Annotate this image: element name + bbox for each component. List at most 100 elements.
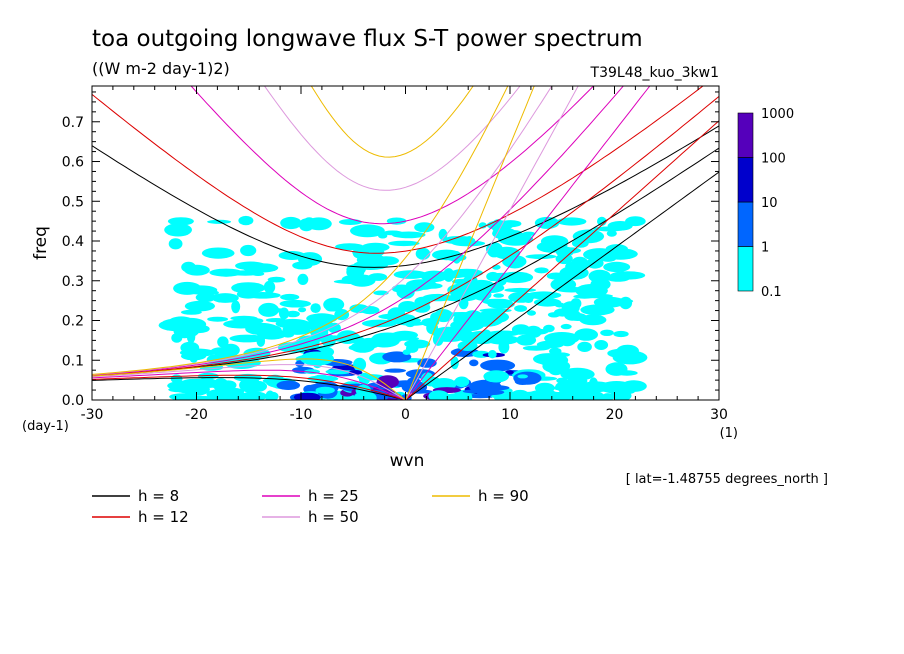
power-cell bbox=[280, 293, 300, 301]
power-cell bbox=[458, 390, 473, 400]
power-cell bbox=[550, 363, 565, 368]
y-tick-label: 0.4 bbox=[62, 234, 84, 250]
power-cell bbox=[600, 329, 614, 336]
dispersion-curve bbox=[92, 96, 719, 377]
power-cell bbox=[220, 380, 237, 391]
power-cell bbox=[517, 374, 528, 379]
power-cell bbox=[229, 270, 262, 276]
power-cell bbox=[352, 246, 385, 258]
power-cell bbox=[298, 307, 307, 313]
power-cell bbox=[534, 382, 555, 394]
power-cell bbox=[474, 282, 505, 294]
power-cell bbox=[547, 312, 561, 318]
power-cell bbox=[391, 284, 412, 293]
power-cell bbox=[341, 274, 370, 285]
power-cell bbox=[265, 318, 287, 323]
dispersion-curve bbox=[92, 364, 406, 400]
power-cell bbox=[613, 330, 629, 338]
power-cell bbox=[523, 297, 534, 303]
power-cell bbox=[188, 324, 210, 334]
dispersion-curve bbox=[405, 86, 579, 400]
power-cell bbox=[561, 270, 586, 280]
power-cell bbox=[240, 244, 257, 257]
power-cell bbox=[358, 372, 371, 385]
dispersion-curve bbox=[405, 86, 651, 400]
power-cell bbox=[285, 310, 300, 318]
y-tick-label: 0.6 bbox=[62, 155, 84, 171]
legend-label: h = 50 bbox=[308, 508, 359, 526]
power-cell bbox=[597, 216, 607, 226]
power-cell bbox=[358, 337, 381, 349]
y-tick-label: 0.3 bbox=[62, 274, 84, 290]
power-cell bbox=[546, 272, 566, 280]
colorbar-swatch bbox=[737, 112, 754, 158]
y-unit-label: (day-1) bbox=[22, 419, 69, 434]
colorbar-swatch bbox=[737, 246, 754, 292]
x-tick-label: 20 bbox=[606, 407, 624, 423]
chart-title: toa outgoing longwave flux S-T power spe… bbox=[92, 26, 643, 52]
y-tick-label: 0.2 bbox=[62, 314, 84, 330]
power-cell bbox=[560, 367, 595, 381]
dispersion-curve bbox=[92, 86, 509, 375]
power-cell bbox=[593, 296, 625, 308]
power-cell bbox=[349, 304, 369, 314]
power-cell bbox=[211, 293, 239, 303]
power-cell bbox=[361, 319, 397, 328]
power-cell bbox=[310, 303, 321, 313]
power-cell bbox=[387, 307, 406, 321]
dispersion-curve bbox=[92, 86, 624, 376]
legend-label: h = 90 bbox=[478, 487, 529, 505]
power-cell bbox=[556, 286, 587, 293]
power-cell bbox=[206, 290, 219, 295]
power-cell bbox=[348, 345, 359, 351]
power-cell bbox=[435, 270, 471, 279]
power-cell bbox=[346, 265, 365, 279]
run-label: T39L48_kuo_3kw1 bbox=[590, 65, 719, 81]
power-cell bbox=[268, 391, 279, 400]
power-cell bbox=[184, 300, 215, 312]
colorbar-label: 1 bbox=[761, 241, 769, 256]
power-cell bbox=[451, 292, 476, 302]
power-cell bbox=[307, 375, 339, 382]
power-cell bbox=[335, 243, 364, 251]
power-cell bbox=[184, 264, 210, 276]
colorbar-label: 10 bbox=[761, 196, 778, 211]
power-cell bbox=[601, 253, 633, 259]
power-cell bbox=[168, 238, 183, 250]
power-cell bbox=[421, 372, 434, 386]
dispersion-curves bbox=[92, 86, 719, 400]
power-cell bbox=[557, 217, 587, 226]
legend-label: h = 25 bbox=[308, 487, 359, 505]
dispersion-curve bbox=[92, 86, 553, 376]
power-cell bbox=[575, 284, 608, 298]
dispersion-curve bbox=[92, 374, 406, 400]
power-cell bbox=[195, 292, 216, 303]
power-cell bbox=[231, 300, 241, 314]
dispersion-curve bbox=[405, 86, 535, 400]
dispersion-curve bbox=[405, 120, 719, 400]
power-cell bbox=[216, 269, 237, 277]
power-cell bbox=[493, 293, 504, 298]
power-cell bbox=[281, 332, 294, 338]
power-cell bbox=[492, 264, 501, 270]
power-cell bbox=[411, 339, 421, 348]
power-cell bbox=[565, 262, 577, 271]
power-cell bbox=[577, 341, 592, 352]
x-axis-title: wvn bbox=[390, 451, 425, 471]
power-cell bbox=[505, 370, 514, 375]
power-cell bbox=[457, 340, 478, 351]
power-cell bbox=[207, 316, 229, 322]
power-cell bbox=[479, 308, 512, 313]
x-unit-label: (1) bbox=[720, 426, 738, 441]
power-cell bbox=[325, 369, 352, 375]
power-cell bbox=[201, 247, 235, 259]
power-cell bbox=[482, 298, 513, 305]
colorbar-swatch bbox=[737, 201, 754, 247]
power-cell bbox=[258, 302, 279, 317]
power-cell bbox=[574, 328, 598, 341]
power-cell bbox=[223, 319, 259, 329]
power-cell bbox=[481, 329, 492, 339]
power-cell bbox=[230, 315, 258, 321]
power-cell bbox=[169, 393, 197, 400]
power-cell bbox=[414, 222, 435, 233]
